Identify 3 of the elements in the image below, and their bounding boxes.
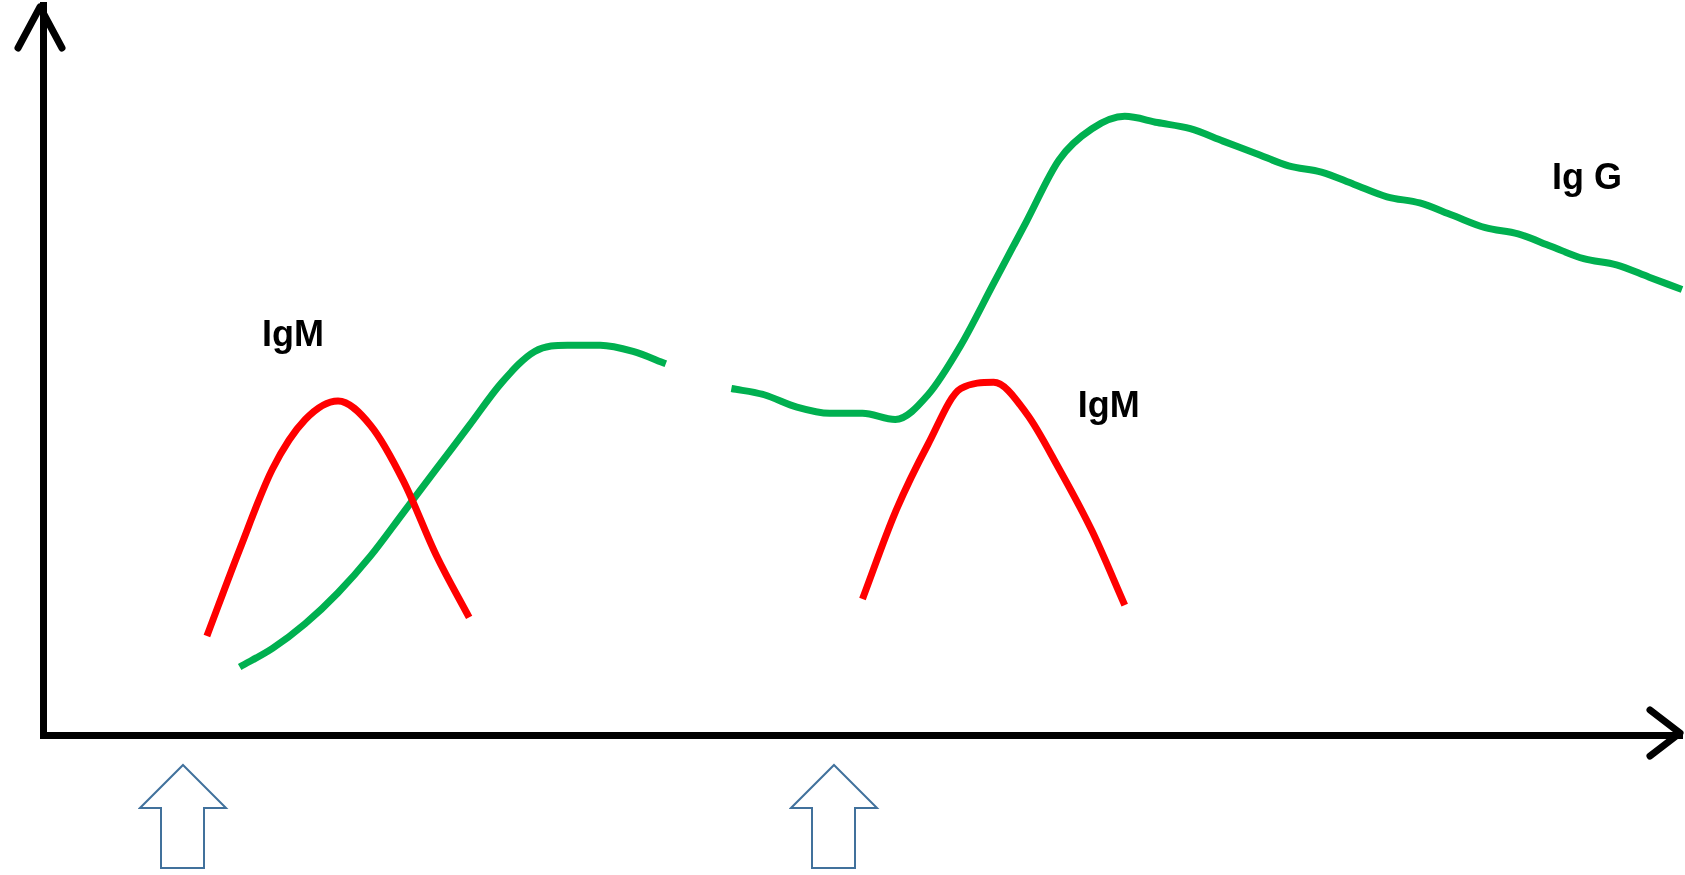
series-label: IgM [262, 312, 325, 354]
series-label: IgM [1077, 384, 1140, 426]
series-label: Ig G [1552, 156, 1622, 198]
